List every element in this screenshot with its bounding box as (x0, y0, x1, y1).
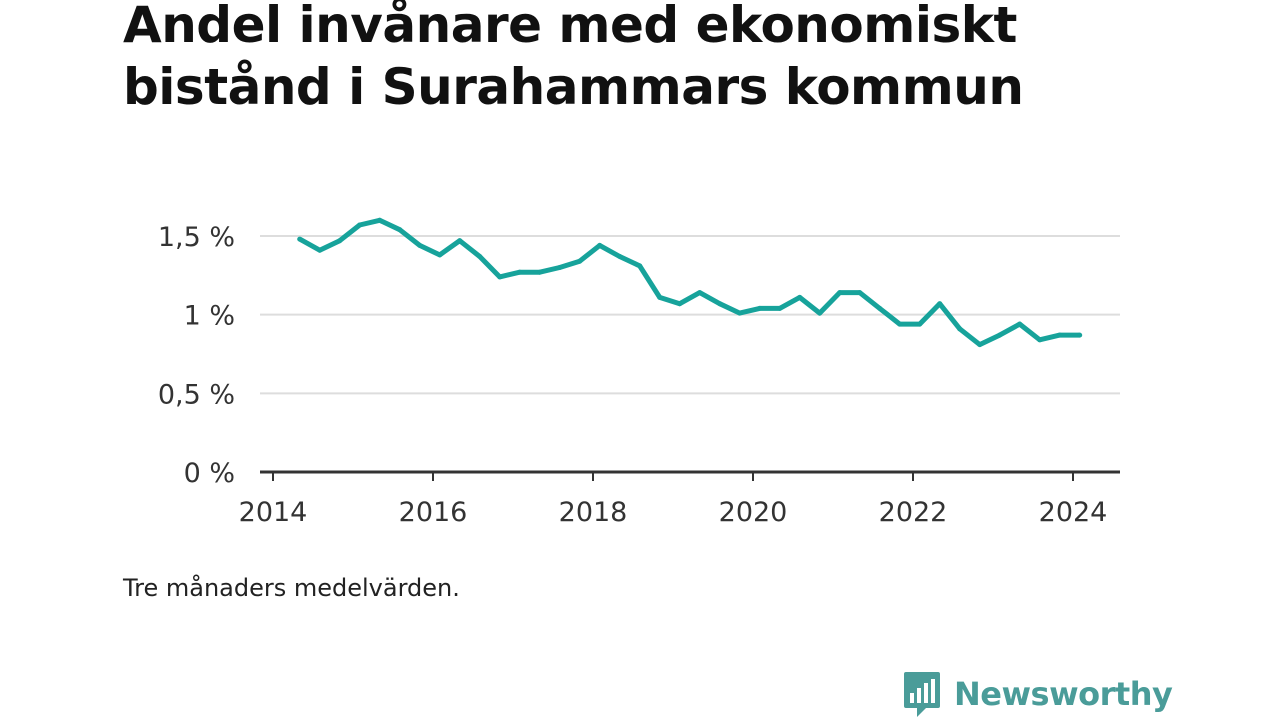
data-point (1017, 321, 1023, 327)
data-point (757, 305, 763, 311)
data-point (617, 254, 623, 259)
data-point (337, 238, 343, 244)
x-axis-labels: 2014 2016 2018 2020 2022 2024 (239, 497, 1108, 528)
data-point (317, 247, 323, 253)
data-point (297, 236, 303, 242)
newsworthy-logo[interactable]: Newsworthy (902, 668, 1173, 720)
y-tick-label: 1,5 % (158, 222, 235, 253)
data-point (577, 258, 583, 264)
data-point (877, 305, 883, 311)
x-tick-label: 2016 (399, 497, 468, 528)
data-point (437, 252, 443, 258)
data-point (957, 326, 963, 332)
chart-note: Tre månaders medelvärden. (123, 574, 460, 602)
data-point (977, 342, 983, 348)
data-point (797, 294, 803, 300)
y-axis-labels: 0 % 0,5 % 1 % 1,5 % (158, 222, 235, 489)
y-tick-label: 0 % (184, 458, 235, 489)
data-point (837, 290, 843, 296)
chart-title: Andel invånare med ekonomiskt bistånd i … (123, 0, 1024, 116)
x-axis (260, 470, 1120, 481)
x-tick-label: 2018 (559, 497, 628, 528)
brand-name: Newsworthy (954, 675, 1173, 713)
gridlines (260, 235, 1120, 395)
data-point (1057, 332, 1063, 338)
bar-chart-speech-bubble-icon (904, 672, 940, 717)
data-point (1037, 337, 1043, 343)
data-point (477, 254, 483, 259)
x-tick-label: 2024 (1039, 497, 1108, 528)
x-tick-label: 2022 (879, 497, 948, 528)
data-point (417, 242, 423, 248)
data-point (777, 305, 783, 311)
data-point (997, 332, 1003, 338)
data-point (357, 222, 363, 228)
data-point (537, 269, 543, 275)
data-point (377, 217, 383, 223)
data-point (497, 274, 503, 280)
data-point (937, 301, 943, 307)
data-point (637, 263, 643, 269)
y-tick-label: 0,5 % (158, 379, 235, 410)
series-line (298, 217, 1080, 348)
data-point (397, 227, 403, 233)
data-point (897, 321, 903, 327)
data-point (557, 265, 563, 270)
data-point (677, 301, 683, 307)
y-tick-label: 1 % (184, 301, 235, 332)
series-layer (297, 217, 1083, 348)
data-point (657, 294, 663, 300)
data-point (737, 310, 743, 316)
x-tick-label: 2014 (239, 497, 308, 528)
data-point (1077, 332, 1083, 338)
data-point (697, 290, 703, 296)
data-point (917, 321, 923, 327)
data-point (457, 238, 463, 244)
x-tick-label: 2020 (719, 497, 788, 528)
data-point (817, 310, 823, 316)
data-point (857, 290, 863, 296)
data-point (717, 301, 723, 307)
data-point (597, 242, 603, 248)
data-point (517, 269, 523, 275)
